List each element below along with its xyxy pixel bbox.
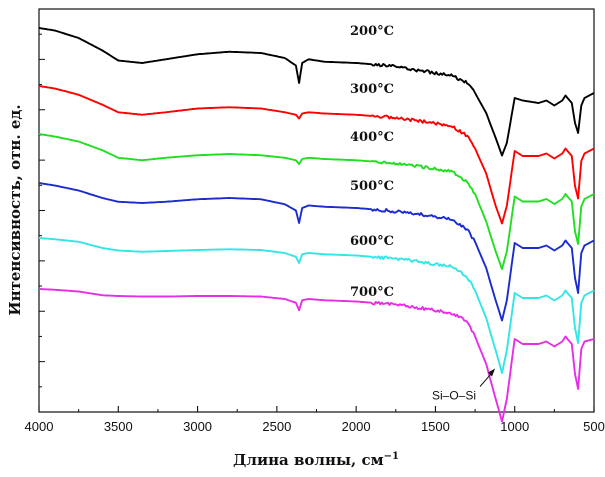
- y-axis-ticks: [39, 33, 45, 388]
- spectrum-line: [38, 85, 595, 225]
- spectrum-line: [38, 288, 595, 423]
- series-label: 400°C: [350, 130, 394, 145]
- annotation-arrowhead: [488, 368, 496, 377]
- spectra: [38, 27, 595, 423]
- plot-frame: [38, 8, 595, 413]
- annotation-label: Si–O–Si: [432, 389, 476, 403]
- spectrum-line: [38, 27, 595, 157]
- x-axis-title: Длина волны, см−1: [233, 451, 399, 469]
- x-tick-label: 1500: [421, 419, 450, 434]
- series-labels: 200°C 300°C 400°C 500°C 600°C 700°C: [350, 24, 394, 300]
- series-label: 200°C: [350, 24, 394, 39]
- spectrum-line: [38, 237, 595, 374]
- spectrum-line: [38, 182, 595, 322]
- x-tick-label: 4000: [25, 419, 54, 434]
- series-label: 600°C: [350, 234, 394, 249]
- x-tick-label: 2500: [262, 419, 291, 434]
- x-tick-label: 500: [583, 419, 605, 434]
- x-axis-ticks: 4000 3500 3000 2500 2000 1500 1000 500: [25, 406, 605, 434]
- x-tick-label: 2000: [342, 419, 371, 434]
- annotations: Si–O–Si: [432, 368, 496, 403]
- x-tick-label: 3500: [104, 419, 133, 434]
- x-tick-label: 3000: [183, 419, 212, 434]
- series-label: 500°C: [350, 179, 394, 194]
- series-label: 300°C: [350, 82, 394, 97]
- x-tick-label: 1000: [500, 419, 529, 434]
- spectrum-line: [38, 133, 595, 270]
- series-label: 700°C: [350, 285, 394, 300]
- y-axis-title: Интенсивность, отн. ед.: [6, 104, 24, 315]
